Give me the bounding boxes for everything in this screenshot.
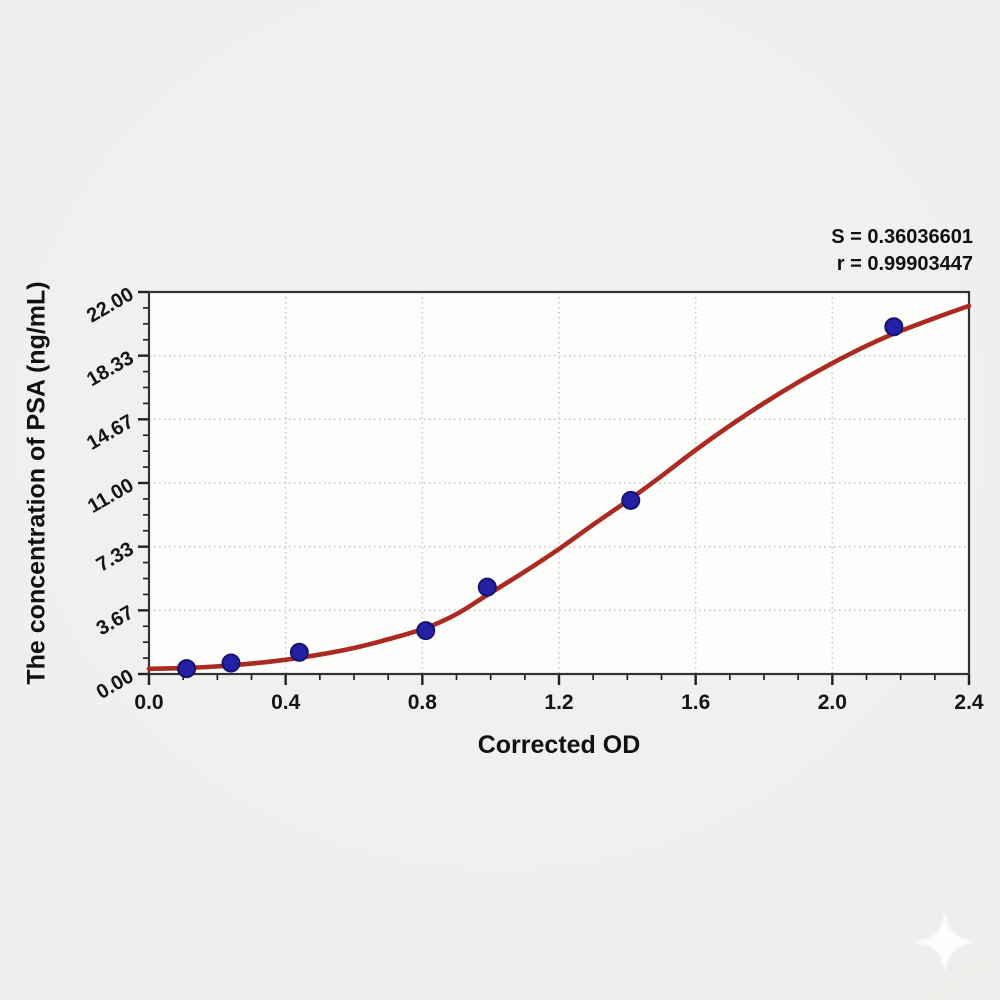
y-axis-title: The concentration of PSA (ng/mL) [22,281,51,685]
data-point [416,621,436,641]
r-statistic: r = 0.99903447 [836,253,973,275]
x-tick-label: 2.4 [954,691,984,714]
y-tick-label: 11.00 [84,474,137,518]
data-point [621,490,641,510]
x-tick-label: 0.4 [271,691,301,714]
x-tick-label: 0.0 [134,691,163,714]
data-point [289,642,309,662]
y-tick-label: 18.33 [83,347,137,391]
data-point [177,659,197,679]
x-tick-label: 1.6 [681,691,710,714]
major-ticks [138,290,971,685]
y-tick-label: 14.67 [83,411,137,455]
x-axis-title: Corrected OD [477,731,641,759]
x-tick-label: 2.0 [818,691,847,714]
x-tick-label: 0.8 [408,691,438,714]
standard-data-points [177,317,904,679]
sparkle-watermark-icon [913,910,977,974]
x-tick-label: 1.2 [544,691,573,714]
y-tick-label: 3.67 [93,602,138,641]
fit-statistics: S = 0.36036601 r = 0.99903447 [831,224,973,278]
y-tick-label: 7.33 [93,538,138,577]
y-tick-label: 22.00 [83,283,137,327]
data-point [884,317,904,337]
fit-curve [146,303,972,672]
data-point [477,577,497,597]
plot-frame [147,290,971,676]
s-statistic: S = 0.36036601 [831,226,973,248]
y-tick-label: 0.00 [93,665,138,704]
data-point [221,653,241,673]
y-axis-tick-labels: 0.00 3.67 7.33 11.00 14.67 18.33 22.00 [83,283,137,704]
x-axis-tick-labels: 0.0 0.4 0.8 1.2 1.6 2.0 2.4 [134,691,984,714]
